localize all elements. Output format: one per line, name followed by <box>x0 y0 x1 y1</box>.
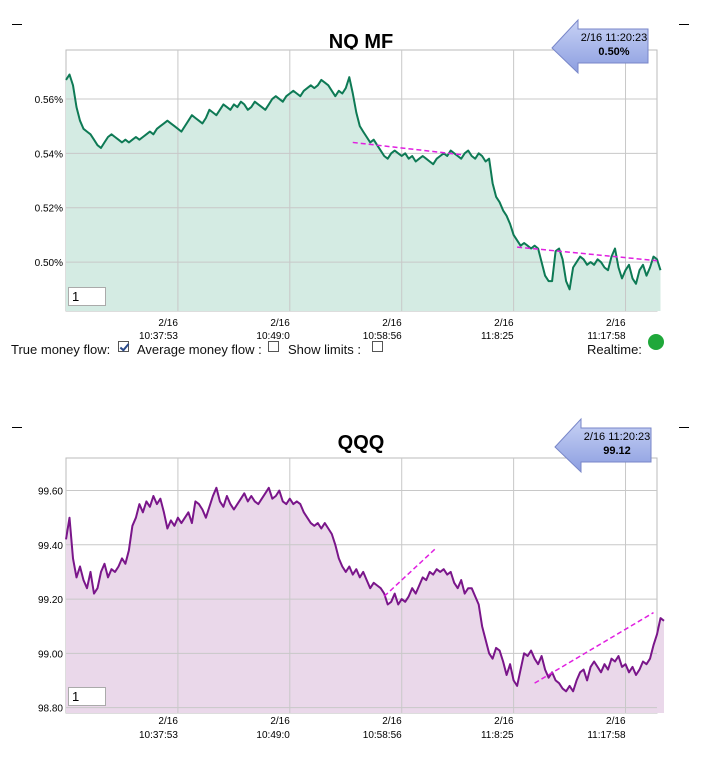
nq-x-tick-date: 2/16 <box>494 318 514 329</box>
qqq-y-tick-label: 98.80 <box>38 704 63 715</box>
nq-x-tick-time: 11:8:25 <box>481 331 514 340</box>
nq-area-fill <box>66 74 661 311</box>
qqq-x-tick-time: 11:17:58 <box>587 730 626 741</box>
nq-trend-line <box>352 141 462 156</box>
nq-y-tick-label: 0.50% <box>35 258 63 269</box>
nq-callout-arrow <box>551 18 649 75</box>
qqq-trend-line <box>383 546 438 597</box>
qqq-y-tick-label: 99.00 <box>38 649 63 660</box>
nq-x-tick-time: 10:49:0 <box>256 331 290 340</box>
qqq-series-line <box>65 486 665 693</box>
qqq-callout-time: 2/16 11:20:23 <box>584 431 650 443</box>
qqq-x-tick-date: 2/16 <box>270 716 290 727</box>
nq-left-dash <box>12 24 22 25</box>
nq-title: NQ MF <box>329 31 393 53</box>
qqq-x-tick-date: 2/16 <box>158 716 178 727</box>
nq-callout-time: 2/16 11:20:23 <box>581 32 647 44</box>
qqq-callout-value: 99.12 <box>603 445 631 457</box>
nq-input-box[interactable]: 1 <box>68 287 106 306</box>
qqq-x-tick-time: 11:8:25 <box>481 730 514 741</box>
true-money-flow-checkbox[interactable] <box>118 341 129 352</box>
nq-callout-value: 0.50% <box>598 46 629 58</box>
nq-y-tick-label: 0.52% <box>35 204 63 215</box>
nq-x-tick-date: 2/16 <box>382 318 402 329</box>
qqq-input-box[interactable]: 1 <box>68 687 106 706</box>
qqq-title: QQQ <box>338 432 385 454</box>
average-money-flow-label: Average money flow : <box>137 342 262 357</box>
qqq-x-tick-date: 2/16 <box>494 716 514 727</box>
nq-x-tick-date: 2/16 <box>270 318 290 329</box>
qqq-x-tick-date: 2/16 <box>382 716 402 727</box>
nq-x-tick-date: 2/16 <box>158 318 178 329</box>
qqq-x-tick-date: 2/16 <box>606 716 626 727</box>
nq-right-dash <box>679 24 689 25</box>
qqq-trend-line <box>534 611 654 684</box>
qqq-y-tick-label: 99.60 <box>38 487 63 498</box>
realtime-indicator[interactable] <box>648 334 664 350</box>
show-limits-checkbox[interactable] <box>372 341 383 352</box>
qqq-area-fill <box>66 487 664 713</box>
qqq-x-tick-time: 10:49:0 <box>256 730 290 741</box>
qqq-callout-arrow <box>554 417 652 474</box>
nq-y-tick-label: 0.56% <box>35 95 63 106</box>
nq-mf-chart: NQ MF 0.50% 0.52% 0.54% 0.56% 2/16 10:37:53 2/1… <box>35 18 662 340</box>
qqq-x-tick-time: 10:37:53 <box>139 730 178 741</box>
true-money-flow-label: True money flow: <box>11 342 111 357</box>
realtime-label: Realtime: <box>587 342 642 357</box>
nq-y-tick-label: 0.54% <box>35 149 63 160</box>
nq-x-tick-date: 2/16 <box>606 318 626 329</box>
show-limits-label: Show limits : <box>288 342 361 357</box>
qqq-y-tick-label: 99.40 <box>38 541 63 552</box>
qqq-left-dash <box>12 427 22 428</box>
nq-series-line <box>65 73 662 291</box>
qqq-chart: QQQ 98.80 99.00 99.20 99.40 99.60 2/16 10:37:53… <box>38 417 665 741</box>
nq-x-tick-time: 10:37:53 <box>139 331 178 340</box>
average-money-flow-checkbox[interactable] <box>268 341 279 352</box>
qqq-x-tick-time: 10:58:56 <box>363 730 402 741</box>
qqq-y-tick-label: 99.20 <box>38 595 63 606</box>
qqq-right-dash <box>679 427 689 428</box>
nq-x-tick-time: 10:58:56 <box>363 331 402 340</box>
nq-x-tick-time: 11:17:58 <box>587 331 626 340</box>
